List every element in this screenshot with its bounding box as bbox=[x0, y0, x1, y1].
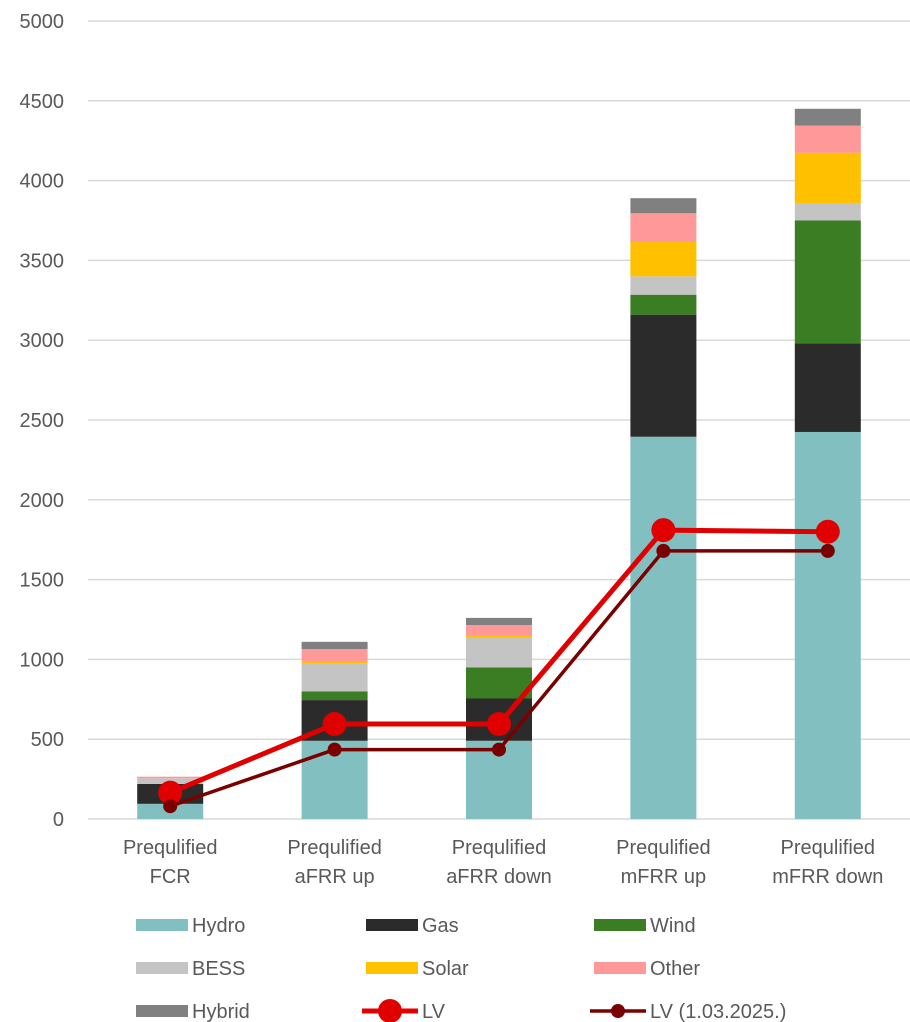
bar-segment-other bbox=[794, 125, 861, 153]
legend-item: LV bbox=[362, 999, 446, 1022]
bar-segment-hybrid bbox=[466, 617, 532, 626]
legend-label: Gas bbox=[422, 915, 459, 937]
legend-marker bbox=[378, 999, 402, 1022]
legend-item: Hydro bbox=[136, 915, 245, 937]
bar-segment-wind bbox=[301, 691, 368, 701]
line-point bbox=[158, 780, 183, 805]
line-point bbox=[815, 519, 840, 544]
x-category-label: Prequlified bbox=[287, 837, 382, 859]
legend-item: Gas bbox=[366, 915, 459, 937]
line-point bbox=[492, 742, 506, 757]
bar-segment-other bbox=[466, 625, 532, 636]
legend: Hydro Gas Wind BESS Solar Other Hybrid LV LV (1.… bbox=[136, 915, 786, 1022]
line-point bbox=[322, 712, 347, 737]
legend-label: Wind bbox=[650, 915, 696, 937]
legend-label: Other bbox=[650, 958, 700, 980]
bar-segment-wind bbox=[630, 294, 697, 315]
y-tick-label: 4000 bbox=[20, 171, 65, 193]
bar-segment-other bbox=[137, 776, 204, 779]
line-point bbox=[163, 799, 178, 814]
x-category-label: aFRR down bbox=[446, 866, 552, 888]
legend-swatch bbox=[366, 962, 418, 974]
bar-segment-solar bbox=[466, 635, 532, 638]
legend-item: Hybrid bbox=[136, 1001, 250, 1022]
legend-swatch bbox=[136, 919, 188, 931]
x-category-label: mFRR up bbox=[621, 866, 707, 888]
x-category-label: Prequlified bbox=[616, 837, 711, 859]
x-category-label: Prequlified bbox=[452, 837, 547, 859]
bar-segment-gas bbox=[794, 343, 861, 432]
bar-segment-hybrid bbox=[301, 641, 368, 650]
y-tick-label: 1500 bbox=[20, 570, 65, 592]
bar-segment-bess bbox=[630, 276, 697, 295]
legend-item: BESS bbox=[136, 958, 245, 980]
x-category-label: aFRR up bbox=[295, 866, 375, 888]
line-point bbox=[651, 518, 676, 543]
y-tick-label: 4500 bbox=[20, 91, 65, 113]
legend-label: LV (1.03.2025.) bbox=[650, 1001, 786, 1022]
line-point bbox=[820, 543, 835, 558]
bar-segment-solar bbox=[630, 242, 697, 277]
line-series bbox=[158, 518, 840, 814]
legend-swatch bbox=[594, 919, 646, 931]
bar-segment-hybrid bbox=[794, 108, 861, 126]
gridlines bbox=[88, 20, 910, 820]
bar-segment-hydro bbox=[794, 431, 861, 819]
x-category-label: Prequlified bbox=[781, 837, 876, 859]
legend-label: LV bbox=[422, 1001, 446, 1022]
x-axis-category-labels: Prequlified FCR Prequlified aFRR up Prequlif… bbox=[123, 837, 883, 888]
bar-segment-solar bbox=[301, 660, 368, 664]
bar-segment-bess bbox=[466, 637, 532, 668]
bar-segment-hydro bbox=[630, 436, 697, 819]
y-tick-label: 2000 bbox=[20, 490, 65, 512]
legend-label: Solar bbox=[422, 958, 469, 980]
y-tick-label: 0 bbox=[53, 809, 64, 831]
bar-segment-solar bbox=[794, 152, 861, 203]
legend-item: Other bbox=[594, 958, 700, 980]
legend-label: Hydro bbox=[192, 915, 245, 937]
legend-swatch bbox=[594, 962, 646, 974]
x-category-label: Prequlified bbox=[123, 837, 218, 859]
line-point bbox=[327, 742, 342, 757]
line-point bbox=[487, 712, 511, 737]
bar-segment-other bbox=[301, 649, 368, 661]
y-tick-label: 3500 bbox=[20, 250, 65, 272]
y-tick-label: 1000 bbox=[20, 649, 65, 671]
bar-segment-other bbox=[630, 213, 697, 243]
legend-item: Solar bbox=[366, 958, 469, 980]
y-tick-label: 5000 bbox=[20, 11, 65, 33]
legend-item: LV (1.03.2025.) bbox=[590, 1001, 786, 1022]
legend-marker bbox=[611, 1004, 625, 1018]
bar-segment-gas bbox=[630, 314, 697, 437]
legend-label: BESS bbox=[192, 958, 245, 980]
line-point bbox=[656, 543, 671, 558]
legend-swatch bbox=[136, 1005, 188, 1017]
bar-segment-wind bbox=[794, 220, 861, 344]
bar-segment-wind bbox=[466, 667, 532, 699]
y-tick-label: 3000 bbox=[20, 330, 65, 352]
legend-label: Hybrid bbox=[192, 1001, 250, 1022]
x-category-label: mFRR down bbox=[772, 866, 883, 888]
bar-segment-hybrid bbox=[630, 198, 697, 214]
legend-swatch bbox=[366, 919, 418, 931]
y-tick-label: 500 bbox=[31, 729, 64, 751]
y-axis-tick-labels: 0 500 1000 1500 2000 2500 3000 3500 4000 4500 5000 bbox=[20, 11, 65, 831]
y-tick-label: 2500 bbox=[20, 410, 65, 432]
bar-segment-bess bbox=[794, 202, 861, 221]
legend-swatch bbox=[136, 962, 188, 974]
x-category-label: FCR bbox=[150, 866, 191, 888]
bar-segment-bess bbox=[301, 663, 368, 692]
legend-item: Wind bbox=[594, 915, 696, 937]
